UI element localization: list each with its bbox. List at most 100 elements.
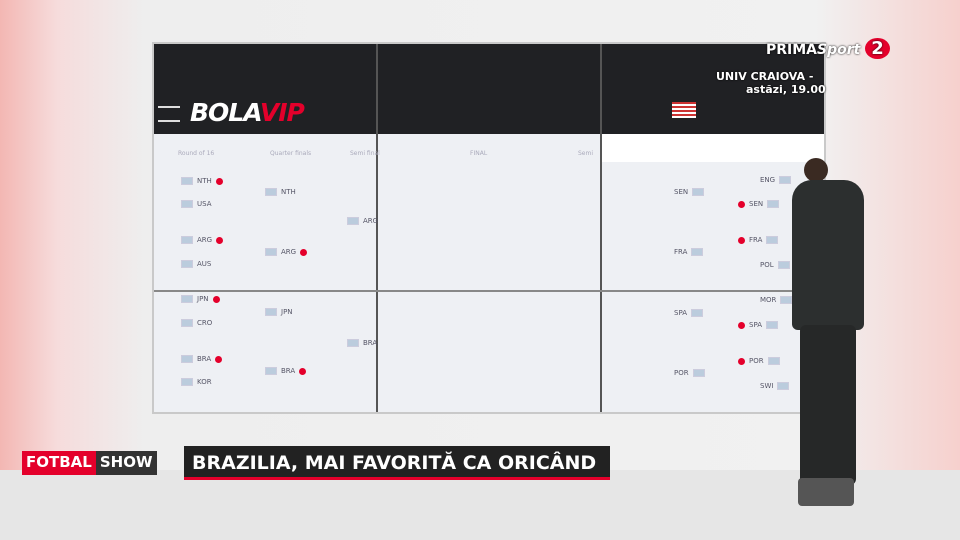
marker — [215, 177, 223, 185]
marker — [738, 236, 745, 244]
presenter-body — [792, 180, 864, 330]
team: POL — [760, 261, 790, 269]
logo-part: BOLA — [190, 98, 261, 127]
marker — [300, 248, 308, 256]
team: BRA — [181, 355, 223, 363]
team: ENG — [760, 176, 792, 184]
show-logo: FOTBAL SHOW — [22, 451, 157, 475]
team-code: BRA — [197, 355, 212, 363]
team: NTH — [181, 177, 223, 185]
logo-part: VIP — [259, 98, 305, 127]
flag — [691, 309, 704, 317]
team-code: SWI — [760, 382, 774, 390]
team: FRA — [738, 236, 779, 244]
team: BRA — [265, 367, 307, 375]
team-code: NTH — [281, 188, 296, 196]
flag — [777, 261, 790, 269]
flag — [692, 188, 705, 196]
team: SEN — [738, 200, 780, 208]
team-code: JPN — [281, 308, 293, 316]
show-part: FOTBAL — [22, 451, 96, 475]
team: POR — [738, 357, 780, 365]
flag — [767, 200, 780, 208]
flag — [181, 355, 193, 363]
column-header: Round of 16 — [178, 150, 215, 157]
marker — [216, 236, 224, 244]
team-code: NTH — [197, 177, 212, 185]
marker — [212, 295, 220, 303]
flag — [181, 378, 193, 386]
flag — [181, 200, 193, 208]
column-header: Semi final — [350, 150, 380, 157]
flag — [766, 321, 779, 329]
team: AUS — [181, 260, 211, 268]
team: CRO — [181, 319, 212, 327]
marker — [738, 200, 745, 208]
team: USA — [181, 200, 212, 208]
flag — [181, 236, 193, 244]
team-code: SPA — [749, 321, 763, 329]
column-header: Semi — [578, 150, 594, 157]
team: SPA — [738, 321, 779, 329]
team-code: MOR — [760, 296, 777, 304]
team-code: POR — [674, 369, 689, 377]
column-header: FINAL — [470, 150, 488, 157]
us-flag — [672, 102, 696, 118]
top-bar — [154, 44, 824, 134]
team-code: ARG — [197, 236, 213, 244]
channel-name: PRIMA — [766, 42, 818, 58]
flag — [181, 295, 193, 303]
divider — [154, 290, 824, 292]
marker — [299, 367, 307, 375]
team-code: ENG — [760, 176, 776, 184]
team: MOR — [760, 296, 793, 304]
team: NTH — [265, 188, 296, 196]
team: FRA — [674, 248, 704, 256]
marker — [215, 355, 223, 363]
team-code: SPA — [674, 309, 688, 317]
divider — [376, 44, 378, 412]
team-code: SEN — [749, 200, 764, 208]
video-wall: BOLAVIP — [152, 42, 826, 414]
team-code: FRA — [749, 236, 763, 244]
headline: BRAZILIA, MAI FAVORITĂ CA ORICÂND — [184, 446, 610, 480]
flag — [767, 357, 780, 365]
team: JPN — [265, 308, 293, 316]
bolavip-logo: BOLAVIP — [190, 98, 305, 127]
menu-icon — [158, 106, 180, 122]
flag — [691, 248, 704, 256]
flag — [766, 236, 779, 244]
team-code: AUS — [197, 260, 212, 268]
team-code: KOR — [197, 378, 212, 386]
flag — [779, 176, 792, 184]
team: BRA — [347, 339, 377, 347]
marker — [738, 357, 745, 365]
team-code: BRA — [281, 367, 296, 375]
flag — [777, 382, 790, 390]
team: ARG — [347, 217, 378, 225]
team: ARG — [181, 236, 224, 244]
team-code: BRA — [363, 339, 378, 347]
flag — [181, 319, 193, 327]
team: SEN — [674, 188, 705, 196]
flag — [347, 217, 359, 225]
team-code: ARG — [363, 217, 379, 225]
team-code: POR — [749, 357, 764, 365]
flag — [181, 177, 193, 185]
team: SPA — [674, 309, 704, 317]
team: JPN — [181, 295, 220, 303]
team-code: USA — [197, 200, 212, 208]
flag — [265, 188, 277, 196]
channel-logo: PRIMASport 2 — [766, 38, 890, 59]
flag — [181, 260, 193, 268]
show-part: SHOW — [95, 451, 157, 475]
flag — [347, 339, 359, 347]
channel-number: 2 — [865, 38, 890, 59]
team-code: FRA — [674, 248, 688, 256]
flag — [265, 308, 277, 316]
column-header: Quarter finals — [270, 150, 312, 157]
team-code: JPN — [197, 295, 209, 303]
presenter-head — [804, 158, 828, 182]
team-code: CRO — [197, 319, 213, 327]
